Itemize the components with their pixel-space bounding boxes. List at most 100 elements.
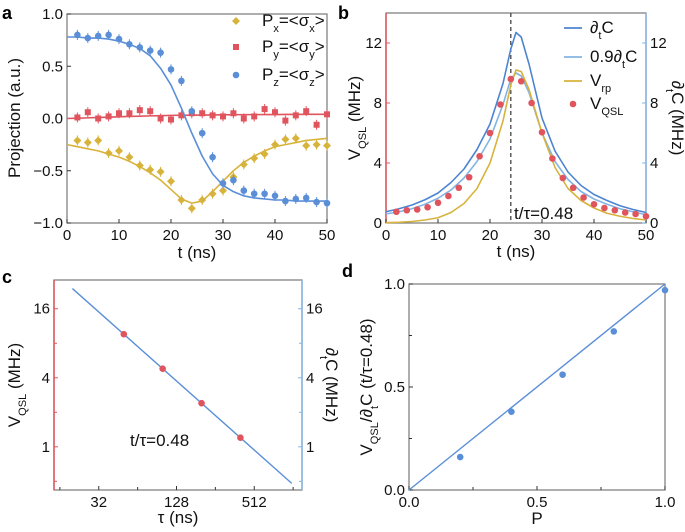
y-right-tick-label: 1 <box>306 439 314 456</box>
annotation: t/τ=0.48 <box>130 431 189 450</box>
y-right-tick-label: 16 <box>306 301 323 318</box>
data-point-red <box>136 107 143 114</box>
x-tick-label: 0.0 <box>399 494 420 511</box>
x-tick-label: 512 <box>242 494 267 511</box>
data-point-blue <box>240 187 248 194</box>
data-point-yellow <box>302 141 311 150</box>
y-tick-label: 1 <box>42 439 50 456</box>
data-point-red <box>313 121 320 128</box>
x-tick-label: 20 <box>163 227 180 244</box>
x-tick-label: 0.5 <box>527 494 548 511</box>
data-point-yellow <box>156 167 165 176</box>
data-point-vqsl <box>601 204 608 212</box>
data-point-yellow <box>198 196 207 205</box>
x-axis-label: τ (ns) <box>158 508 199 527</box>
data-point-vqsl <box>621 209 629 216</box>
data-point-red <box>157 115 164 122</box>
data-point <box>237 434 244 442</box>
data-point-red <box>95 115 102 122</box>
data-point-red <box>168 116 174 123</box>
legend-label: Py=<σy> <box>262 37 325 61</box>
data-point-red <box>126 110 133 117</box>
data-point-yellow <box>312 140 321 149</box>
x-tick-label: 30 <box>534 227 551 244</box>
data-point-blue <box>178 77 185 85</box>
data-point-blue <box>271 192 279 200</box>
y-right-tick-label: 0 <box>650 215 658 232</box>
data-point-red <box>324 111 330 118</box>
y-tick-label: 16 <box>33 301 50 318</box>
data-point-blue <box>313 198 320 206</box>
data-point-yellow <box>208 189 217 198</box>
y-tick-label: 0.5 <box>384 379 405 396</box>
data-point-red <box>209 112 216 119</box>
data-point <box>198 399 205 407</box>
y-right-axis-label: ∂tC (MHz) <box>317 348 341 423</box>
y-tick-label: 4 <box>374 155 382 172</box>
x-tick-label: 128 <box>164 494 189 511</box>
data-point-blue <box>94 32 102 40</box>
x-axis-label: t (ns) <box>497 242 536 261</box>
data-point-vqsl <box>549 155 556 162</box>
legend-marker <box>232 71 240 79</box>
data-point-vqsl <box>497 101 504 108</box>
x-tick-label: 10 <box>430 227 447 244</box>
data-point-vqsl <box>434 199 442 207</box>
y-axis-label: Projection (a.u.) <box>5 58 24 178</box>
data-point-yellow <box>281 135 290 144</box>
x-tick-label: 40 <box>267 227 284 244</box>
legend-label: Pz=<σz> <box>262 65 325 89</box>
data-point-vqsl <box>413 206 421 213</box>
y-tick-label: 8 <box>374 95 382 112</box>
legend-marker <box>232 17 240 25</box>
plot-frame <box>385 12 647 224</box>
curve-lightblue <box>385 72 647 216</box>
data-point-vqsl <box>517 77 525 85</box>
y-right-tick-label: 4 <box>306 370 314 387</box>
data-point-yellow <box>125 153 134 162</box>
data-point-yellow <box>219 186 227 195</box>
y-axis-label: VQSL (MHz) <box>345 76 369 160</box>
data-point-yellow <box>94 136 103 145</box>
data-point-yellow <box>177 196 186 205</box>
x-tick-label: 20 <box>482 227 499 244</box>
data-point-blue <box>105 31 112 39</box>
data-point-red <box>240 115 247 122</box>
curve-darkblue <box>385 31 647 214</box>
data-point-blue <box>157 49 164 56</box>
x-tick-label: 1.0 <box>655 494 676 511</box>
data-point-vqsl <box>632 210 639 218</box>
panel-letter-d: d <box>342 261 353 281</box>
y-tick-label: 1.0 <box>42 6 63 23</box>
data-point-yellow <box>115 146 123 155</box>
data-point-blue <box>209 153 216 161</box>
x-tick-label: 30 <box>215 227 232 244</box>
data-point-yellow <box>239 160 248 169</box>
legend-marker <box>569 100 577 108</box>
y-tick-label: 12 <box>365 35 382 52</box>
y-tick-label: 1.0 <box>384 276 405 293</box>
y-right-axis-label: ∂tC (MHz) <box>663 81 685 156</box>
data-point-yellow <box>323 141 331 150</box>
data-point-vqsl <box>590 200 598 208</box>
data-point-blue <box>219 179 227 187</box>
y-axis-label: VQSL/∂tC (t/τ=0.48) <box>357 318 381 455</box>
y-tick-label: −0.5 <box>33 163 63 180</box>
y-tick-label: 4 <box>42 370 50 387</box>
legend-label: 0.9∂tC <box>590 47 637 71</box>
data-point-red <box>84 109 91 116</box>
data-point-blue <box>282 197 289 205</box>
data-point-red <box>282 117 289 124</box>
legend-label: Vrp <box>590 71 611 95</box>
x-tick-label: 10 <box>111 227 128 244</box>
data-point-blue <box>261 190 268 198</box>
data-point-red <box>251 113 258 120</box>
data-point-vqsl <box>476 152 483 160</box>
data-point-vqsl <box>424 203 431 211</box>
data-point-vqsl <box>465 173 473 181</box>
panel-letter-c: c <box>2 267 12 287</box>
panel-letter-a: a <box>2 3 13 23</box>
data-point-yellow <box>73 136 82 145</box>
data-point-vqsl <box>611 206 619 214</box>
